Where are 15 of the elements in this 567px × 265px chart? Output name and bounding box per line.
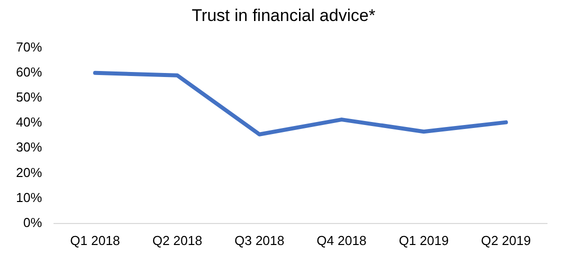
y-tick-label: 70% [16, 39, 42, 54]
x-tick-label: Q1 2018 [70, 232, 120, 248]
y-tick-label: 50% [16, 90, 42, 105]
x-tick-label: Q1 2019 [398, 232, 449, 248]
x-tick-label: Q2 2018 [152, 232, 202, 248]
x-tick-label: Q2 2019 [480, 232, 531, 248]
y-tick-label: 20% [16, 164, 42, 180]
chart-title: Trust in financial advice* [190, 6, 376, 27]
y-tick-label: 0% [23, 214, 42, 230]
x-tick-label: Q4 2018 [316, 232, 367, 248]
y-tick-label: 60% [16, 64, 42, 80]
y-tick-label: 40% [16, 114, 42, 130]
x-tick-label: Q3 2018 [234, 232, 284, 248]
y-tick-label: 30% [16, 140, 42, 155]
y-tick-label: 10% [16, 190, 42, 205]
